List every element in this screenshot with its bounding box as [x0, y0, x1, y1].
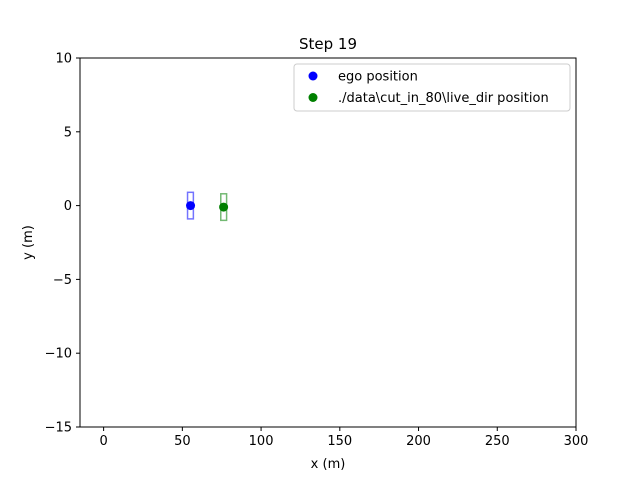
- y-tick-label: 5: [64, 125, 72, 140]
- x-axis-ticks: 0 50 100 150 200 250 300: [99, 427, 588, 449]
- legend: ego position ./data\cut_in_80\live_dir p…: [293, 63, 571, 112]
- y-tick-label: −5: [53, 273, 72, 288]
- x-tick-label: 250: [485, 434, 510, 449]
- live-dir-position-point: [219, 202, 229, 212]
- y-axis-ticks: 10 5 0 −5 −10 −15: [45, 52, 80, 436]
- x-axis-label: x (m): [311, 457, 346, 472]
- x-tick-label: 200: [406, 434, 431, 449]
- legend-marker-ego-position: [308, 71, 318, 81]
- y-tick-label: 0: [64, 199, 72, 214]
- x-tick-label: 300: [564, 434, 589, 449]
- plot-area: [79, 57, 577, 428]
- x-tick-label: 50: [174, 434, 191, 449]
- legend-marker-live-dir-position: [308, 93, 318, 102]
- x-tick-label: 0: [99, 434, 107, 449]
- position-points: [186, 201, 229, 212]
- legend-label-live-dir-position: ./data\cut_in_80\live_dir position: [338, 91, 549, 106]
- x-tick-label: 100: [249, 434, 274, 449]
- ego-position-point: [186, 201, 196, 211]
- chart-title: Step 19: [299, 35, 357, 53]
- legend-frame: [293, 63, 571, 112]
- legend-label-ego-position: ego position: [338, 70, 418, 85]
- y-tick-label: −15: [45, 421, 72, 436]
- plot-frame: [79, 57, 577, 428]
- plot-background: [80, 58, 576, 427]
- y-tick-label: −10: [45, 347, 72, 362]
- y-tick-label: 10: [55, 52, 72, 67]
- x-tick-label: 150: [327, 434, 352, 449]
- y-axis-label: y (m): [21, 225, 36, 260]
